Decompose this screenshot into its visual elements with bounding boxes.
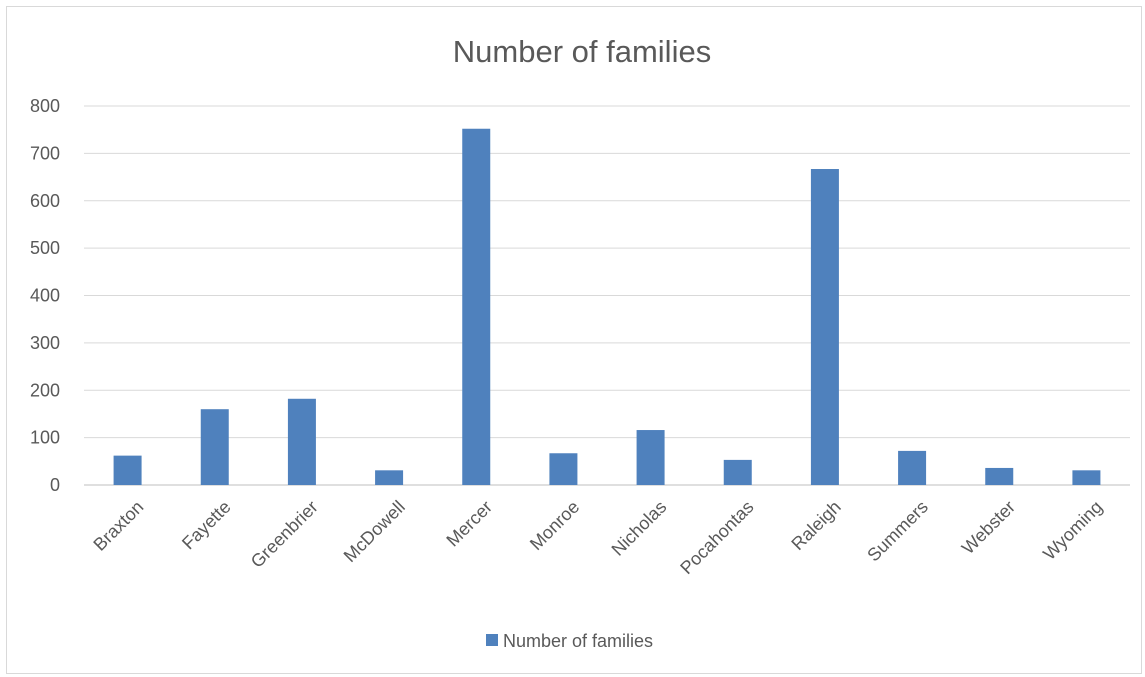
bar-raleigh bbox=[810, 169, 839, 486]
y-tick-label: 700 bbox=[30, 143, 60, 163]
bar-summers bbox=[898, 450, 927, 485]
x-tick-label: Monroe bbox=[526, 497, 583, 554]
x-tick-label: Nicholas bbox=[608, 497, 671, 560]
bar-mcdowell bbox=[375, 470, 404, 485]
x-tick-label: Raleigh bbox=[787, 497, 844, 554]
chart-frame bbox=[6, 6, 1142, 674]
y-axis-ticks: 0 100 200 300 400 500 600 700 800 bbox=[30, 96, 60, 495]
x-tick-label: Braxton bbox=[89, 497, 147, 555]
bar-mercer bbox=[462, 128, 491, 486]
x-tick-label: Greenbrier bbox=[247, 497, 322, 572]
x-tick-label: Mercer bbox=[442, 497, 496, 551]
y-tick-label: 100 bbox=[30, 428, 60, 448]
y-tick-label: 300 bbox=[30, 333, 60, 353]
x-axis-ticks: Braxton Fayette Greenbrier McDowell Mercer Mo… bbox=[89, 497, 1106, 578]
bar-wyoming bbox=[1072, 470, 1101, 485]
bar-webster bbox=[985, 467, 1014, 485]
bar-monroe bbox=[549, 453, 578, 485]
bar-nicholas bbox=[636, 430, 665, 485]
x-tick-label: Pocahontas bbox=[676, 497, 757, 578]
y-tick-label: 0 bbox=[50, 475, 60, 495]
x-tick-label: Wyoming bbox=[1039, 497, 1106, 564]
y-tick-label: 600 bbox=[30, 191, 60, 211]
chart-title: Number of families bbox=[453, 34, 711, 69]
bars bbox=[113, 128, 1101, 486]
x-tick-label: Webster bbox=[958, 497, 1019, 558]
y-tick-label: 400 bbox=[30, 286, 60, 306]
y-tick-label: 200 bbox=[30, 380, 60, 400]
bar-fayette bbox=[200, 409, 229, 485]
y-tick-label: 500 bbox=[30, 238, 60, 258]
bar-pocahontas bbox=[723, 459, 752, 485]
legend: Number of families bbox=[486, 631, 653, 651]
bar-greenbrier bbox=[287, 398, 316, 485]
legend-swatch bbox=[486, 634, 498, 646]
legend-label: Number of families bbox=[503, 631, 653, 651]
x-tick-label: McDowell bbox=[340, 497, 409, 566]
x-tick-label: Summers bbox=[863, 497, 932, 566]
y-tick-label: 800 bbox=[30, 96, 60, 116]
x-tick-label: Fayette bbox=[178, 497, 235, 554]
bar-braxton bbox=[113, 455, 142, 485]
gridlines bbox=[84, 105, 1130, 486]
